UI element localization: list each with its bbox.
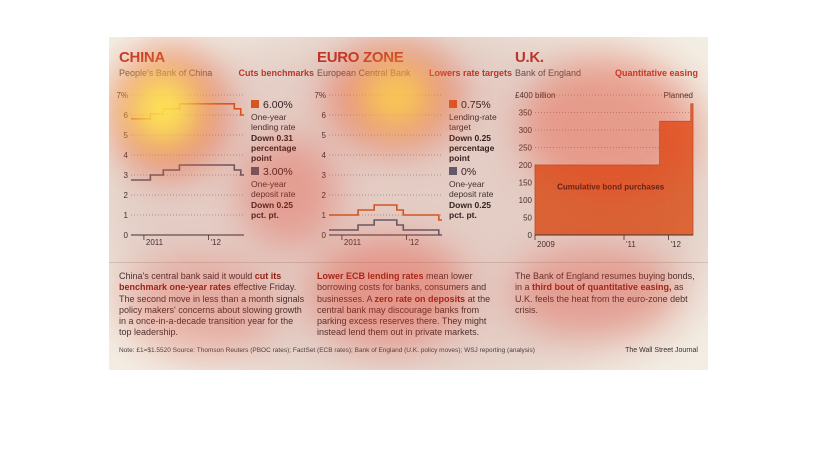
uk-body-bold: third bout of quantitative easing, — [532, 282, 672, 293]
lending-rate-line — [131, 103, 244, 120]
y-tick-label: 0 — [528, 231, 533, 240]
wsj-credit: The Wall Street Journal — [625, 347, 698, 354]
uk-chart: 0 50 100 150 200 250 300 350 £400 billion 2009 '11… — [515, 91, 694, 249]
lending-change: Down 0.25 — [449, 133, 491, 143]
lending-desc: target — [449, 122, 471, 132]
y-tick-label: 5 — [124, 131, 129, 140]
x-tick-label: '12 — [210, 238, 221, 247]
deposit-desc: deposit rate — [449, 189, 494, 199]
y-tick-label: 200 — [519, 161, 533, 170]
y-tick-label: 3 — [124, 171, 129, 180]
x-tick-label: 2009 — [537, 240, 555, 249]
area-label: Cumulative bond purchases — [557, 183, 665, 192]
euro-chart: 01234567%2011'120.75%Lending-ratetargetD… — [314, 91, 497, 247]
y-tick-label: 7% — [116, 91, 128, 100]
euro-body-post: at the central bank may discourage banks… — [317, 293, 491, 338]
x-tick-label: 2011 — [344, 238, 362, 247]
china-body-post: effective Friday. The second move in les… — [119, 282, 305, 338]
y-tick-label: 5 — [322, 131, 327, 140]
source-footnote: Note: £1=$1.5520 Source: Thomson Reuters… — [119, 347, 535, 354]
deposit-desc: deposit rate — [251, 189, 296, 199]
lending-rate-line — [329, 204, 442, 221]
y-tick-label: 6 — [124, 111, 129, 120]
y-tick-label: 150 — [519, 179, 533, 188]
euro-title: EURO ZONE — [317, 49, 404, 66]
x-tick-label: '12 — [671, 240, 682, 249]
china-body-bold: cut its benchmark one-year rates — [119, 271, 282, 293]
deposit-value: 0% — [461, 166, 476, 178]
y-tick-label: 4 — [322, 151, 327, 160]
uk-body: The Bank of England resumes buying bonds… — [515, 271, 695, 316]
lending-change: percentage — [449, 143, 495, 153]
uk-action: Quantitative easing — [614, 68, 698, 78]
lending-change: Down 0.31 — [251, 133, 293, 143]
uk-subtitle: Bank of England — [515, 68, 582, 78]
divider — [109, 262, 708, 263]
bond-purchases-area — [534, 103, 694, 236]
planned-label: Planned — [664, 91, 693, 100]
euro-panel: EURO ZONE European Central Bank Lowers r… — [314, 37, 512, 262]
lending-swatch — [449, 100, 457, 108]
lending-value: 6.00% — [263, 99, 293, 111]
y-tick-label: 350 — [519, 109, 533, 118]
y-tick-label: 7% — [314, 91, 326, 100]
uk-body-pre: The Bank of England resumes buying bonds… — [515, 271, 695, 293]
lending-desc: lending rate — [251, 122, 296, 132]
uk-body-post: as U.K. feels the heat from the euro-zon… — [515, 282, 688, 315]
deposit-swatch — [449, 167, 457, 175]
euro-action: Lowers rate targets — [428, 68, 512, 78]
deposit-swatch — [251, 167, 259, 175]
y-tick-label: 100 — [519, 196, 533, 205]
x-tick-label: '11 — [626, 240, 636, 249]
y-tick-label: 1 — [124, 211, 129, 220]
china-action: Cuts benchmarks — [238, 68, 314, 78]
y-tick-label: 300 — [519, 126, 533, 135]
euro-body-bold1: Lower ECB lending rates — [317, 271, 424, 281]
y-tick-label: 2 — [322, 191, 327, 200]
y-tick-label: £400 billion — [515, 91, 555, 100]
china-subtitle: People's Bank of China — [119, 68, 213, 78]
x-tick-label: 2011 — [146, 238, 164, 247]
y-tick-label: 1 — [322, 211, 327, 220]
euro-body-mid: mean lower borrowing costs for banks, co… — [317, 271, 487, 304]
lending-change: point — [449, 153, 470, 163]
x-tick-label: '12 — [408, 238, 419, 247]
deposit-change: Down 0.25 — [449, 200, 491, 210]
deposit-value: 3.00% — [263, 166, 293, 178]
y-tick-label: 250 — [519, 144, 533, 153]
euro-body-bold2: zero rate on deposits — [374, 293, 466, 304]
euro-subtitle: European Central Bank — [317, 68, 411, 78]
lending-change: point — [251, 153, 272, 163]
infographic-card: CHINA People's Bank of China Cuts benchm… — [109, 37, 708, 370]
lending-swatch — [251, 100, 259, 108]
lending-desc: Lending-rate — [449, 112, 497, 122]
y-tick-label: 50 — [523, 214, 532, 223]
china-title: CHINA — [119, 49, 165, 66]
lending-change: percentage — [251, 143, 297, 153]
deposit-change: pct. pt. — [251, 210, 279, 220]
y-tick-label: 6 — [322, 111, 327, 120]
y-tick-label: 4 — [124, 151, 129, 160]
china-panel: CHINA People's Bank of China Cuts benchm… — [116, 37, 314, 262]
china-body-pre: China's central bank said it would — [119, 271, 255, 281]
y-tick-label: 0 — [322, 231, 327, 240]
deposit-rate-line — [131, 164, 244, 181]
lending-value: 0.75% — [461, 99, 491, 111]
uk-title: U.K. — [515, 49, 544, 66]
y-tick-label: 0 — [124, 231, 129, 240]
deposit-desc: One-year — [449, 179, 485, 189]
euro-body: Lower ECB lending rates mean lower borro… — [317, 271, 503, 339]
deposit-change: pct. pt. — [449, 210, 477, 220]
y-tick-label: 2 — [124, 191, 129, 200]
deposit-rate-line — [329, 219, 442, 236]
china-body: China's central bank said it would cut i… — [119, 271, 305, 339]
deposit-change: Down 0.25 — [251, 200, 293, 210]
deposit-desc: One-year — [251, 179, 287, 189]
y-tick-label: 3 — [322, 171, 327, 180]
lending-desc: One-year — [251, 112, 287, 122]
uk-panel: U.K. Bank of England Quantitative easing… — [515, 37, 698, 262]
